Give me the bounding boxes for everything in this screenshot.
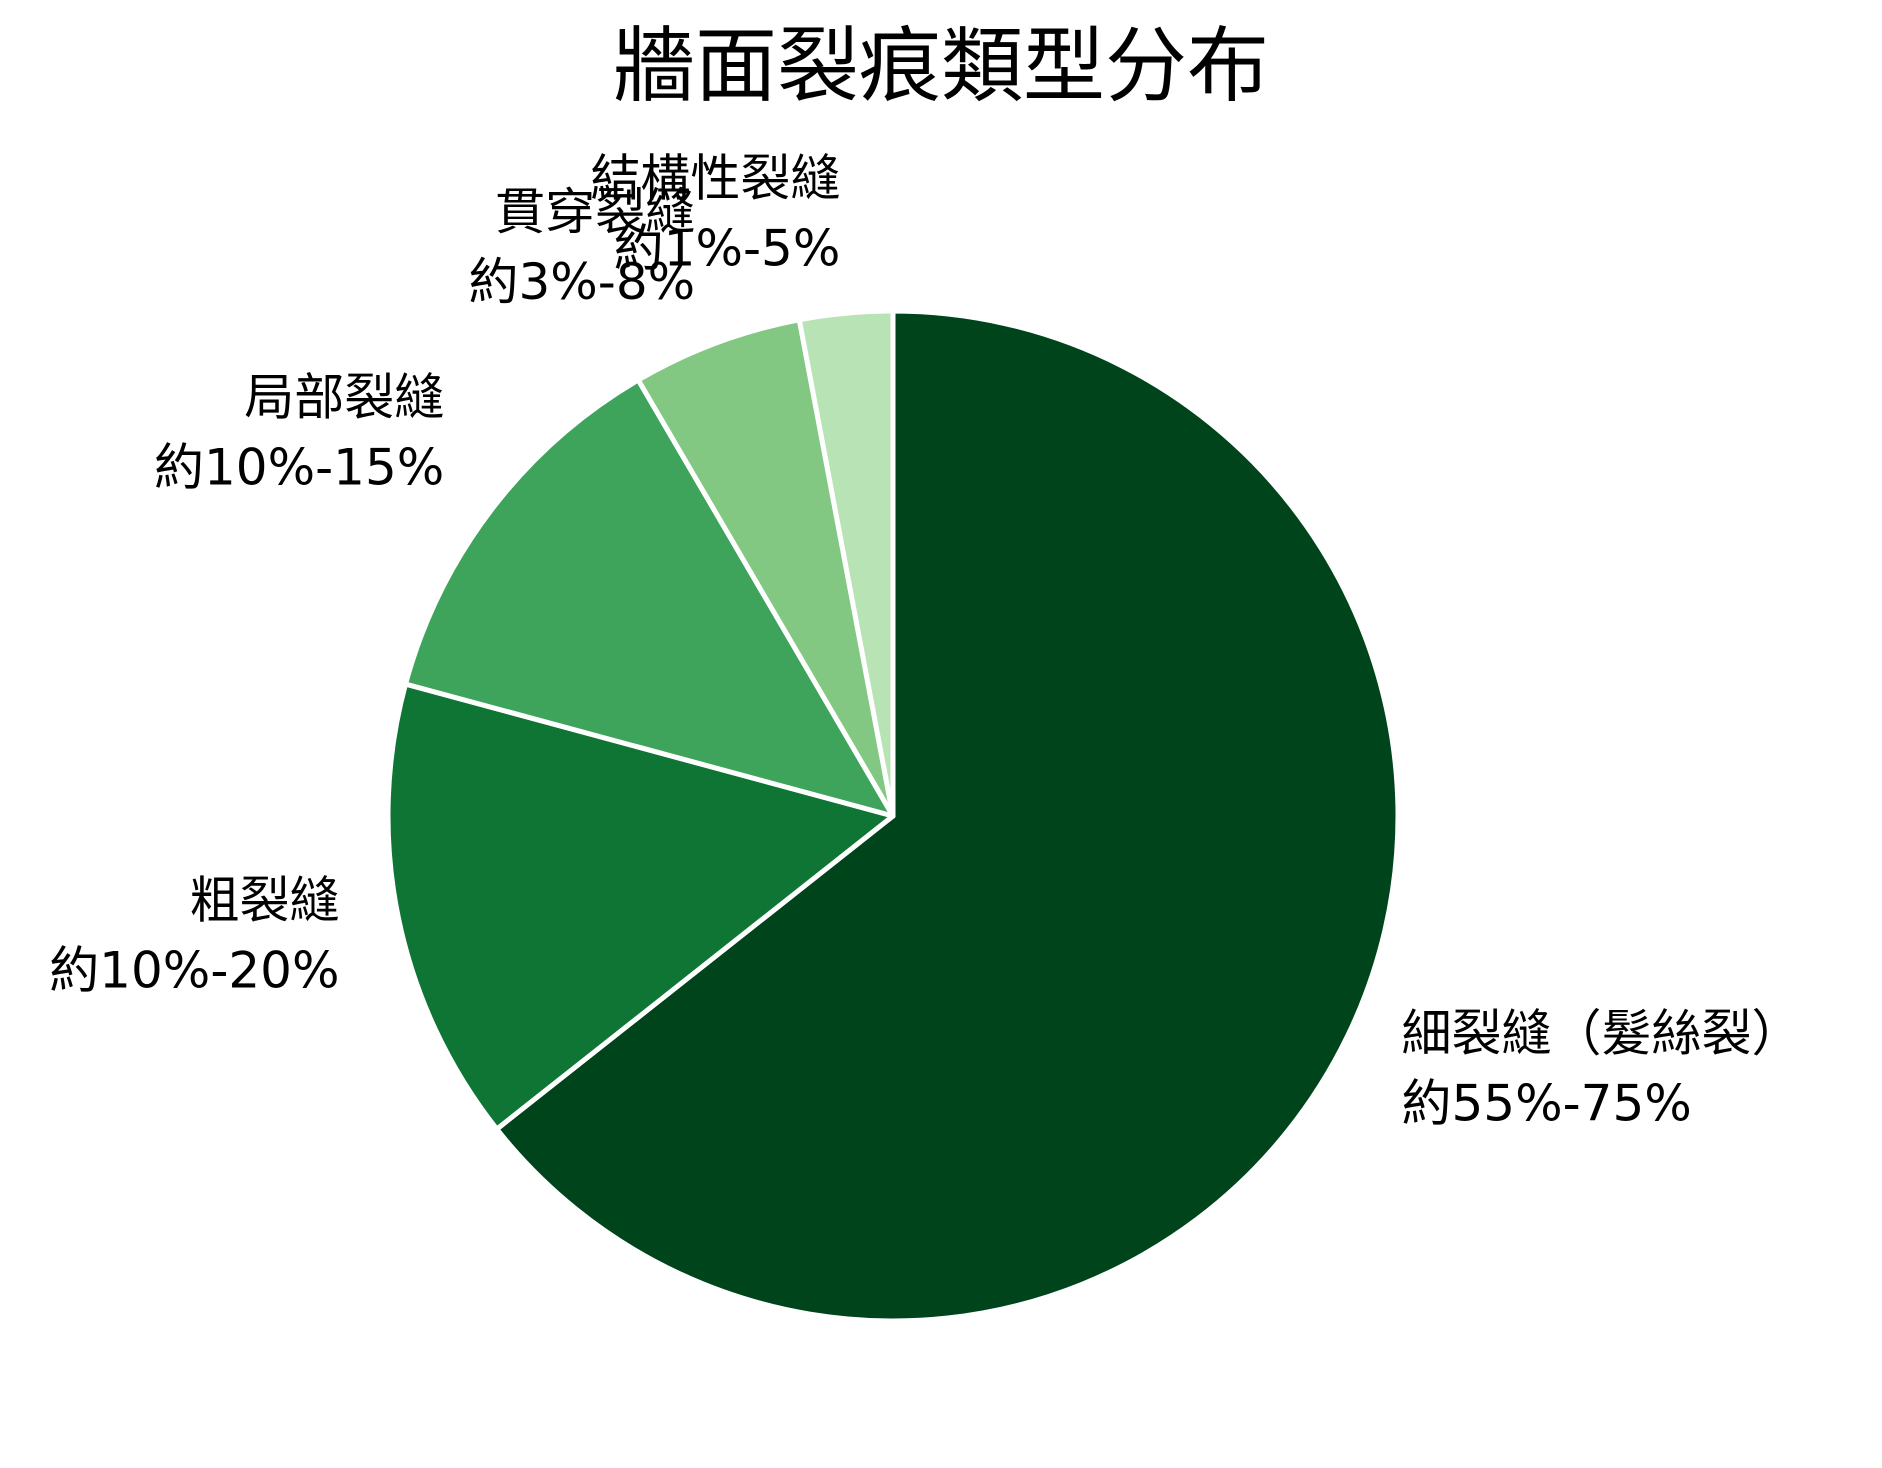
pie-slice-4: [635, 317, 896, 819]
pie-slice-1: [494, 308, 1401, 1324]
pie-labels: 細裂縫（髮絲裂）約55%-75%粗裂縫約10%-20%局部裂縫約10%-15%貫…: [49, 149, 1801, 1132]
slice-name-1: 細裂縫（髮絲裂）: [1402, 1004, 1802, 1062]
slice-range-5: 約1%-5%: [614, 219, 841, 277]
chart-title: 牆面裂痕類型分布: [612, 19, 1269, 114]
pie-slice-3: [403, 377, 896, 819]
pie-slice-5: [796, 308, 896, 819]
slice-label-2: 粗裂縫約10%-20%: [49, 871, 339, 999]
pie-slices: [385, 308, 1401, 1324]
slice-range-4: 約3%-8%: [468, 253, 695, 311]
slice-label-3: 局部裂縫約10%-15%: [154, 369, 444, 497]
slice-name-5: 結構性裂縫: [590, 149, 840, 207]
slice-range-2: 約10%-20%: [49, 941, 339, 999]
slice-range-3: 約10%-15%: [154, 439, 444, 497]
slice-name-4: 貫穿裂縫: [495, 183, 695, 241]
slice-name-2: 粗裂縫: [190, 871, 340, 929]
slice-label-1: 細裂縫（髮絲裂） 約55%-75%: [1402, 1004, 1802, 1132]
slice-label-4: 貫穿裂縫約3%-8%: [468, 183, 695, 311]
slice-name-3: 局部裂縫: [244, 369, 444, 427]
slice-label-5: 結構性裂縫約1%-5%: [590, 149, 840, 277]
pie-slice-2: [385, 681, 896, 1132]
slice-range-1: 約55%-75%: [1402, 1074, 1692, 1132]
